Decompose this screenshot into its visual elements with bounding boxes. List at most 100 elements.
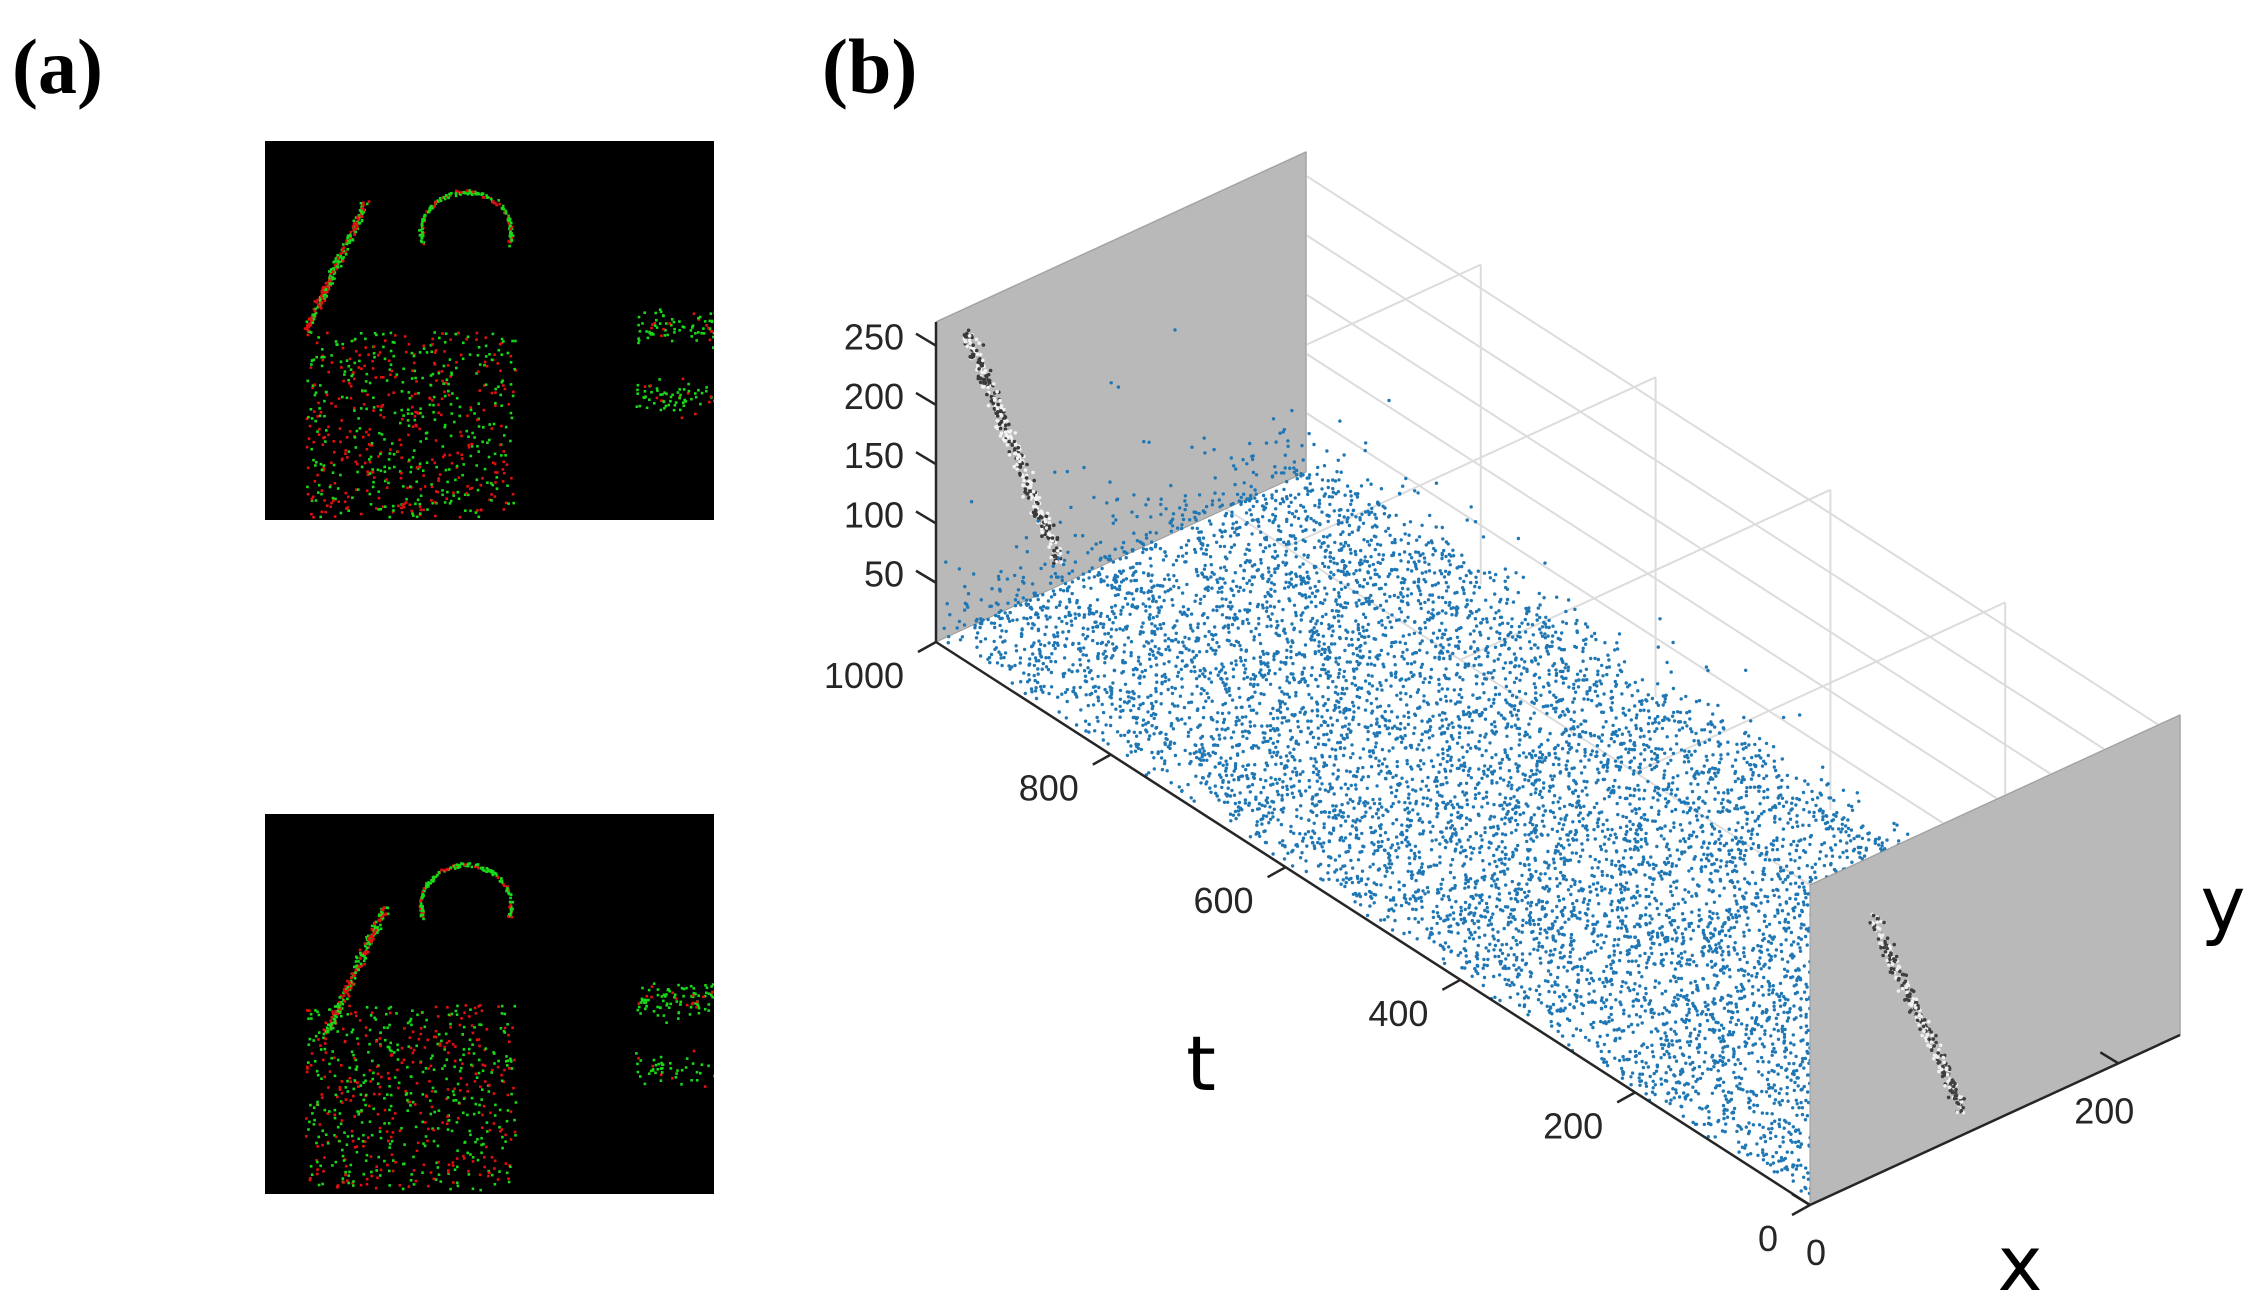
event-pixel — [408, 458, 411, 462]
scatter-point — [1290, 512, 1295, 516]
event-pixel — [354, 968, 358, 972]
event-pixel — [355, 965, 358, 968]
scatter-point — [1147, 440, 1151, 444]
event-pixel — [315, 341, 319, 345]
event-pixel — [340, 1001, 343, 1004]
scatter-point — [1154, 542, 1158, 547]
scatter-point — [1189, 612, 1194, 616]
event-pixel — [502, 1080, 505, 1084]
event-pixel — [392, 509, 395, 512]
scatter-point — [1486, 910, 1490, 914]
scatter-point — [1578, 880, 1582, 884]
event-pixel — [485, 364, 489, 368]
projection-texture — [1055, 536, 1060, 540]
scatter-point — [1407, 916, 1411, 921]
scatter-point — [1402, 931, 1406, 936]
scatter-point — [1604, 720, 1608, 724]
scatter-point — [1474, 575, 1478, 579]
event-pixel — [682, 401, 685, 404]
event-pixel — [391, 1131, 395, 1134]
scatter-point — [1620, 922, 1625, 926]
event-pixel — [680, 986, 684, 990]
event-pixel — [651, 1069, 655, 1072]
event-pixel — [443, 1064, 447, 1067]
event-pixel — [506, 1093, 510, 1097]
scatter-point — [1154, 689, 1158, 694]
event-pixel — [372, 352, 376, 355]
event-pixel — [703, 994, 707, 998]
event-pixel — [306, 326, 309, 330]
projection-texture — [1012, 464, 1016, 469]
event-pixel — [403, 335, 407, 338]
scatter-point — [1214, 667, 1218, 671]
scatter-point — [1780, 796, 1785, 800]
scatter-point — [1590, 634, 1594, 638]
event-pixel — [637, 1002, 641, 1005]
event-pixel — [342, 994, 346, 997]
scatter-point — [1405, 661, 1410, 666]
event-pixel — [328, 274, 332, 277]
event-pixel — [436, 1166, 440, 1169]
event-pixel — [441, 493, 444, 497]
scatter-point — [1605, 769, 1609, 773]
scatter-point — [1718, 841, 1723, 846]
event-pixel — [385, 1012, 388, 1016]
scatter-point — [1529, 769, 1534, 773]
scatter-point — [1238, 564, 1243, 568]
event-pixel — [423, 219, 426, 222]
scatter-point — [1399, 581, 1404, 585]
event-pixel — [705, 389, 708, 393]
scatter-point — [1665, 856, 1670, 861]
event-pixel — [449, 499, 453, 503]
event-pixel — [455, 466, 459, 469]
event-pixel — [448, 502, 452, 505]
event-pixel — [660, 995, 664, 998]
scatter-point — [1718, 1054, 1722, 1058]
event-pixel — [437, 1015, 440, 1018]
scatter-point — [1341, 878, 1346, 882]
scatter-point — [1742, 930, 1746, 934]
scatter-point — [1495, 877, 1500, 881]
scatter-point — [1736, 989, 1740, 993]
event-pixel — [308, 1009, 311, 1012]
scatter-point — [1822, 841, 1827, 845]
event-pixel — [705, 986, 709, 990]
event-pixel — [371, 485, 375, 489]
projection-texture — [1007, 422, 1011, 427]
event-pixel — [359, 1084, 363, 1087]
event-pixel — [421, 1120, 424, 1124]
event-pixel — [361, 207, 364, 210]
event-pixel — [481, 1113, 484, 1117]
event-pixel — [419, 900, 422, 904]
scatter-point — [1735, 1129, 1739, 1134]
scatter-point — [1619, 926, 1624, 930]
event-pixel — [368, 1120, 372, 1123]
event-pixel — [367, 200, 371, 203]
event-pixel — [500, 1079, 504, 1083]
scatter-point — [1399, 740, 1404, 744]
event-pixel — [432, 403, 435, 407]
event-pixel — [409, 485, 412, 488]
event-pixel — [424, 1067, 428, 1070]
scatter-point — [1613, 778, 1617, 783]
event-pixel — [506, 218, 510, 222]
event-pixel — [478, 1103, 481, 1107]
event-pixel — [340, 1014, 343, 1018]
projection-texture — [1021, 474, 1025, 479]
scatter-point — [1091, 625, 1095, 630]
event-pixel — [503, 884, 506, 887]
scatter-point — [1413, 660, 1417, 664]
scatter-point — [1073, 616, 1078, 620]
event-pixel — [684, 400, 688, 403]
scatter-point — [1431, 910, 1436, 914]
scatter-point — [1710, 723, 1714, 727]
event-pixel — [372, 932, 376, 935]
event-pixel — [316, 1145, 320, 1148]
scatter-point — [1091, 703, 1096, 707]
event-pixel — [681, 377, 685, 381]
event-pixel — [411, 1030, 415, 1034]
event-pixel — [663, 334, 667, 337]
event-pixel — [401, 1187, 405, 1191]
event-pixel — [471, 1156, 475, 1159]
event-pixel — [328, 1110, 331, 1113]
